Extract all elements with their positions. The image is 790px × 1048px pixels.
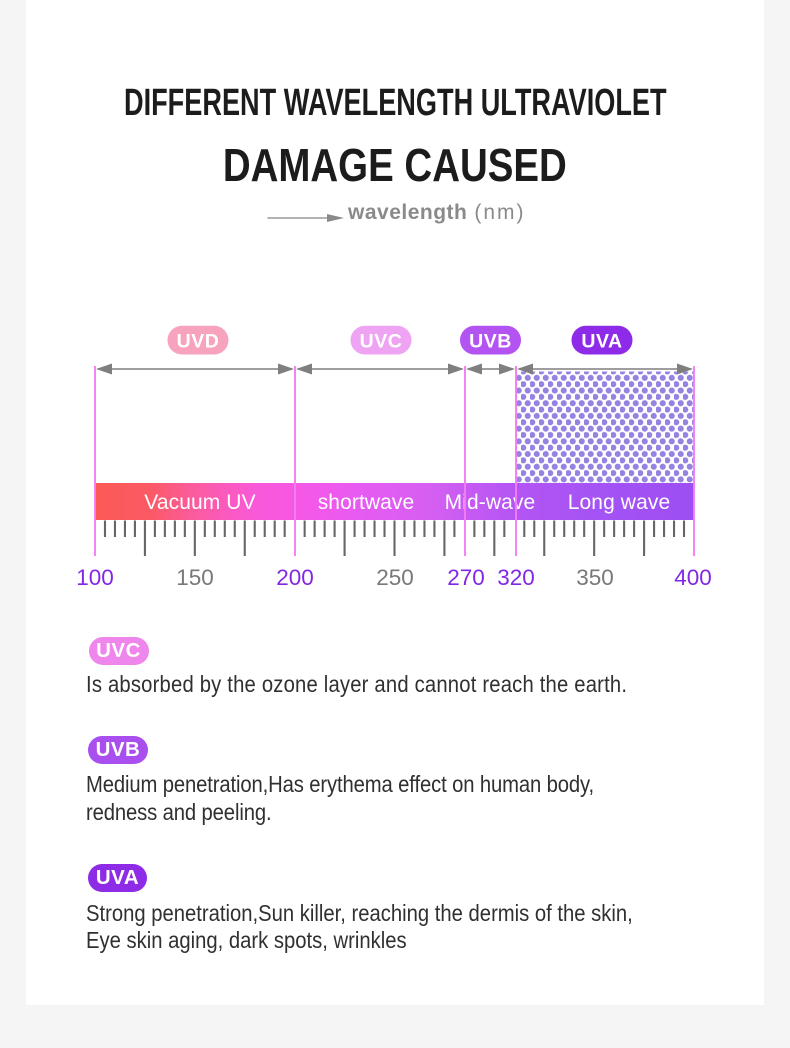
svg-text:Long wave: Long wave — [568, 491, 670, 514]
svg-text:320: 320 — [497, 565, 535, 590]
svg-text:400: 400 — [674, 565, 712, 590]
svg-text:270: 270 — [447, 565, 485, 590]
svg-text:250: 250 — [376, 565, 414, 590]
svg-text:UVD: UVD — [177, 330, 220, 352]
svg-text:350: 350 — [576, 565, 614, 590]
svg-text:Vacuum UV: Vacuum UV — [144, 491, 255, 514]
svg-text:100: 100 — [76, 565, 114, 590]
svg-text:200: 200 — [276, 565, 314, 590]
svg-text:UVA: UVA — [581, 330, 622, 352]
svg-text:UVB: UVB — [469, 330, 512, 352]
svg-text:shortwave: shortwave — [318, 491, 415, 514]
svg-text:150: 150 — [176, 565, 214, 590]
svg-text:UVC: UVC — [360, 330, 403, 352]
svg-text:Mid-wave: Mid-wave — [445, 491, 536, 514]
